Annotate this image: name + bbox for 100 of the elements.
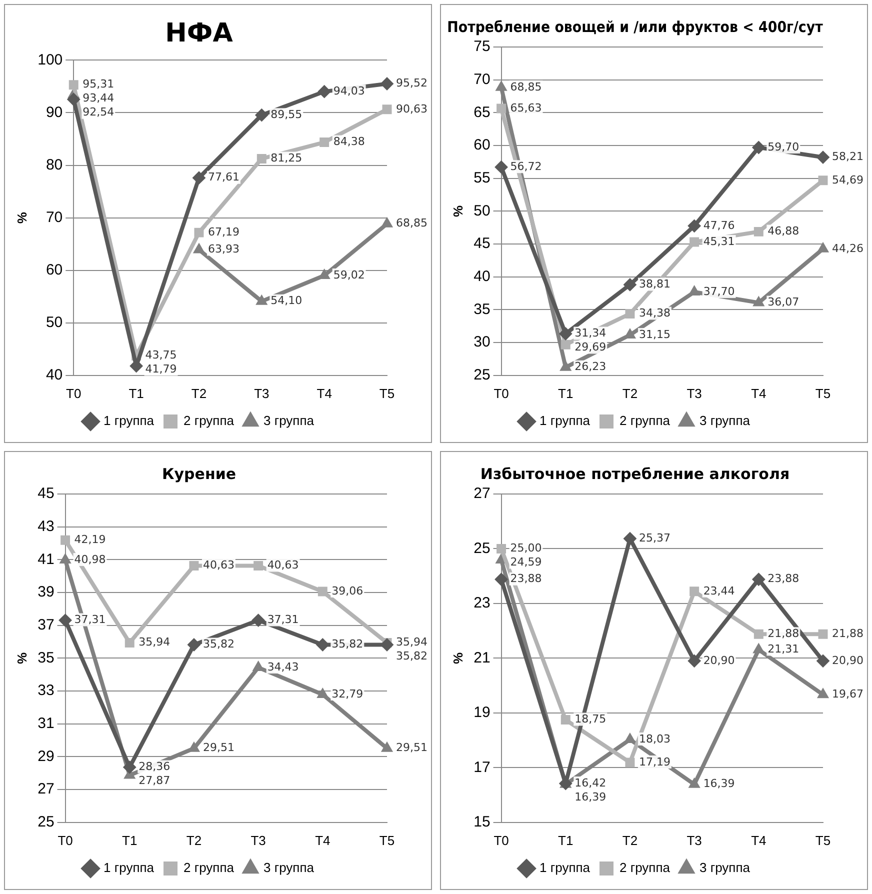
y-tick-label: 31 bbox=[38, 715, 54, 732]
point bbox=[316, 688, 328, 698]
data-label: 25,00 bbox=[510, 542, 542, 555]
x-tick-label: T1 bbox=[122, 832, 138, 848]
data-label: 35,94 bbox=[396, 636, 428, 649]
legend-label: 3 группа bbox=[263, 860, 315, 876]
data-label: 59,70 bbox=[768, 140, 800, 154]
point bbox=[688, 778, 700, 788]
chart-title: Курение bbox=[162, 464, 236, 483]
point bbox=[496, 544, 506, 554]
y-axis-title: % bbox=[450, 204, 466, 217]
y-tick-label: 70 bbox=[46, 208, 63, 226]
y-tick-label: 90 bbox=[46, 104, 63, 121]
point bbox=[316, 638, 330, 652]
point bbox=[255, 108, 268, 122]
x-tick-label: T2 bbox=[191, 386, 207, 401]
point bbox=[625, 309, 635, 319]
data-label: 34,43 bbox=[267, 660, 299, 674]
data-label: 35,94 bbox=[138, 636, 170, 649]
data-label: 29,51 bbox=[202, 741, 234, 754]
point bbox=[496, 104, 506, 114]
data-label: 44,26 bbox=[832, 242, 864, 255]
point bbox=[559, 327, 572, 340]
data-label: 34,38 bbox=[638, 306, 670, 320]
y-tick-label: 35 bbox=[38, 649, 54, 666]
data-label: 93,44 bbox=[82, 92, 114, 105]
point bbox=[256, 294, 268, 305]
point bbox=[320, 138, 330, 147]
data-label: 31,15 bbox=[638, 328, 670, 341]
data-label: 89,55 bbox=[270, 108, 302, 121]
data-label: 31,34 bbox=[574, 326, 606, 340]
data-label: 20,90 bbox=[703, 654, 735, 667]
data-label: 37,31 bbox=[267, 613, 299, 626]
data-label: 37,31 bbox=[74, 613, 106, 626]
data-label: 16,39 bbox=[574, 790, 606, 804]
y-tick-label: 21 bbox=[474, 649, 490, 666]
y-tick-label: 40 bbox=[46, 366, 63, 384]
y-tick-label: 39 bbox=[38, 584, 54, 601]
x-tick-label: T0 bbox=[58, 832, 73, 848]
point bbox=[382, 104, 392, 114]
x-tick-label: T0 bbox=[494, 832, 509, 848]
legend-label: 1 группа bbox=[104, 860, 155, 876]
chart-title: НФА bbox=[165, 18, 233, 48]
data-label: 29,69 bbox=[574, 340, 606, 354]
point bbox=[193, 243, 205, 254]
y-tick-label: 41 bbox=[38, 550, 54, 568]
point bbox=[256, 154, 266, 164]
data-label: 32,79 bbox=[332, 687, 364, 700]
y-axis-title: % bbox=[450, 652, 466, 664]
y-tick-label: 70 bbox=[474, 70, 490, 88]
data-label: 16,39 bbox=[703, 777, 735, 790]
data-label: 67,19 bbox=[208, 225, 240, 238]
y-tick-label: 35 bbox=[474, 300, 490, 318]
data-label: 95,52 bbox=[396, 76, 428, 90]
y-tick-label: 27 bbox=[474, 485, 490, 502]
chart-title: Избыточное потребление алкоголя bbox=[480, 464, 790, 483]
y-axis-title: % bbox=[14, 652, 30, 664]
data-label: 25,37 bbox=[638, 531, 670, 544]
y-tick-label: 30 bbox=[474, 334, 490, 351]
data-label: 68,85 bbox=[510, 80, 542, 94]
legend-label: 3 группа bbox=[699, 860, 751, 876]
point bbox=[60, 535, 70, 545]
legend-label: 1 группа bbox=[104, 413, 155, 428]
point bbox=[690, 586, 700, 596]
data-label: 27,87 bbox=[138, 774, 170, 788]
data-label: 19,67 bbox=[832, 687, 864, 700]
x-tick-label: T3 bbox=[254, 386, 270, 401]
data-label: 58,21 bbox=[832, 150, 864, 164]
data-label: 23,88 bbox=[510, 572, 542, 586]
data-label: 42,19 bbox=[74, 533, 106, 546]
point bbox=[68, 80, 78, 90]
data-label: 94,03 bbox=[333, 84, 365, 98]
x-tick-label: T3 bbox=[686, 386, 702, 401]
data-label: 35,82 bbox=[332, 638, 364, 651]
data-label: 20,90 bbox=[832, 654, 864, 667]
data-label: 56,72 bbox=[510, 160, 542, 173]
point bbox=[690, 237, 700, 247]
point bbox=[754, 629, 764, 639]
data-label: 28,36 bbox=[138, 760, 170, 774]
point bbox=[494, 160, 508, 174]
y-tick-label: 19 bbox=[474, 704, 490, 722]
data-label: 26,23 bbox=[574, 360, 606, 374]
data-label: 21,88 bbox=[768, 626, 800, 640]
point bbox=[560, 340, 570, 350]
data-label: 24,59 bbox=[510, 556, 542, 569]
data-label: 41,79 bbox=[145, 362, 177, 376]
y-tick-label: 65 bbox=[474, 104, 490, 121]
point bbox=[752, 572, 766, 586]
y-axis-title: % bbox=[14, 212, 30, 224]
y-tick-label: 60 bbox=[474, 136, 490, 154]
data-label: 45,31 bbox=[703, 234, 735, 248]
point bbox=[816, 654, 830, 668]
legend-label: 1 группа bbox=[540, 413, 591, 428]
point bbox=[752, 643, 764, 654]
x-tick-label: T1 bbox=[558, 832, 574, 848]
data-label: 65,63 bbox=[510, 101, 542, 114]
point bbox=[254, 561, 264, 570]
data-label: 46,88 bbox=[768, 224, 800, 238]
y-tick-label: 23 bbox=[474, 594, 490, 612]
data-label: 16,42 bbox=[574, 776, 606, 790]
